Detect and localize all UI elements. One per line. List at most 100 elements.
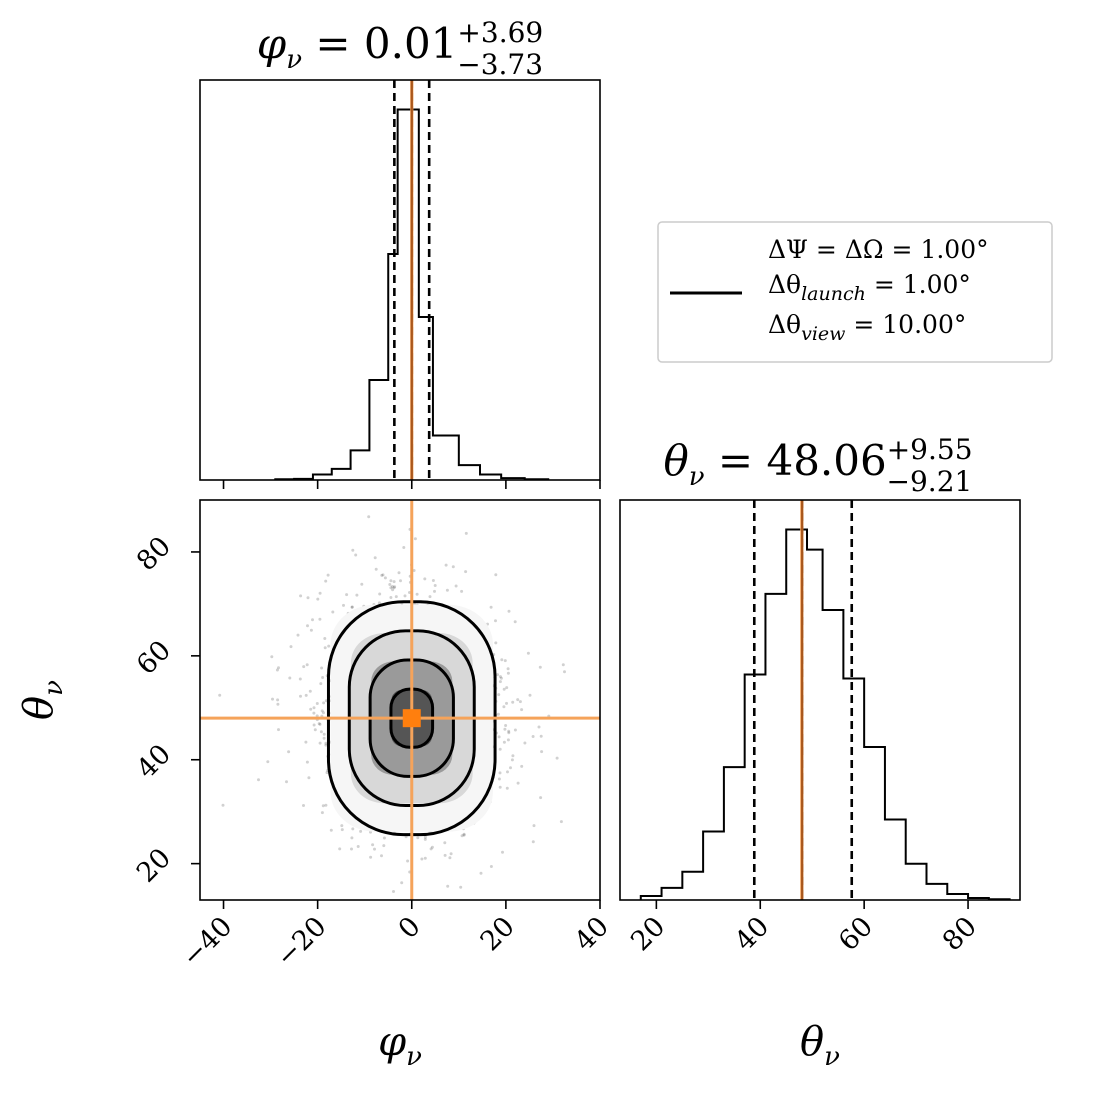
scatter-point bbox=[338, 847, 342, 851]
title-subscript: ν bbox=[286, 45, 302, 75]
scatter-point bbox=[350, 847, 353, 851]
joint-y-axis-label: θν bbox=[16, 680, 69, 720]
legend-text-rest: = 1.00° bbox=[866, 270, 971, 299]
scatter-point bbox=[257, 778, 260, 782]
theta-marginal-x-tick-label: 60 bbox=[833, 911, 879, 957]
scatter-point bbox=[369, 855, 373, 859]
title-upper-error: +3.69 bbox=[457, 16, 543, 49]
scatter-point bbox=[400, 881, 404, 885]
scatter-point bbox=[408, 591, 411, 594]
scatter-point bbox=[444, 563, 448, 567]
scatter-point bbox=[271, 697, 274, 701]
scatter-point bbox=[506, 738, 510, 742]
scatter-point bbox=[494, 573, 498, 577]
axis-subscript: ν bbox=[39, 680, 69, 696]
joint-panel: −40 −20 0 20 40 20 40 60 80 bbox=[131, 435, 615, 973]
scatter-point bbox=[516, 698, 520, 702]
scatter-point bbox=[429, 847, 433, 851]
scatter-point bbox=[497, 735, 501, 739]
scatter-point bbox=[498, 680, 502, 684]
scatter-point bbox=[415, 592, 419, 596]
scatter-point bbox=[501, 850, 504, 854]
scatter-point bbox=[531, 840, 535, 844]
scatter-point bbox=[510, 758, 514, 762]
scatter-point bbox=[416, 836, 420, 840]
scatter-point bbox=[498, 785, 502, 789]
scatter-point bbox=[299, 694, 302, 698]
scatter-point bbox=[420, 857, 424, 861]
scatter-point bbox=[287, 750, 291, 754]
scatter-point bbox=[449, 852, 453, 856]
scatter-point bbox=[323, 637, 327, 640]
scatter-point bbox=[431, 579, 435, 582]
axis-subscript: ν bbox=[406, 1042, 422, 1072]
legend-line-1: ΔΨ = ΔΩ = 1.00° bbox=[768, 235, 989, 264]
scatter-point bbox=[305, 663, 309, 667]
scatter-point bbox=[351, 548, 355, 552]
scatter-point bbox=[276, 702, 280, 706]
scatter-point bbox=[304, 693, 308, 697]
legend-text-main: Δθ bbox=[768, 270, 801, 299]
scatter-point bbox=[309, 707, 313, 711]
scatter-point bbox=[503, 659, 507, 663]
scatter-point bbox=[497, 777, 501, 781]
scatter-point bbox=[423, 837, 427, 841]
scatter-point bbox=[462, 832, 466, 836]
scatter-point bbox=[318, 741, 322, 745]
scatter-point bbox=[537, 725, 541, 729]
scatter-point bbox=[494, 641, 498, 645]
scatter-point bbox=[413, 537, 417, 541]
scatter-point bbox=[388, 583, 392, 586]
scatter-point bbox=[326, 573, 330, 577]
scatter-point bbox=[498, 675, 502, 679]
scatter-point bbox=[421, 435, 424, 438]
scatter-point bbox=[520, 764, 524, 768]
scatter-point bbox=[428, 595, 432, 599]
scatter-point bbox=[317, 722, 321, 726]
legend-subscript: launch bbox=[801, 283, 866, 305]
scatter-point bbox=[298, 677, 302, 681]
scatter-point bbox=[354, 553, 358, 557]
scatter-point bbox=[373, 847, 376, 851]
scatter-point bbox=[502, 687, 506, 691]
phi-marginal-histogram-step bbox=[274, 108, 550, 481]
scatter-point bbox=[373, 556, 377, 560]
scatter-point bbox=[511, 754, 515, 758]
scatter-point bbox=[500, 658, 504, 662]
scatter-point bbox=[392, 586, 396, 590]
scatter-point bbox=[304, 740, 308, 744]
phi-marginal-panel bbox=[199, 79, 601, 489]
scatter-point bbox=[498, 771, 502, 775]
title-upper-error: +9.55 bbox=[887, 433, 973, 466]
scatter-point bbox=[555, 756, 559, 760]
scatter-point bbox=[446, 884, 450, 888]
scatter-point bbox=[309, 628, 313, 632]
scatter-point bbox=[320, 811, 324, 815]
scatter-point bbox=[505, 786, 509, 790]
scatter-point bbox=[506, 671, 510, 675]
scatter-point bbox=[532, 824, 536, 828]
scatter-point bbox=[324, 743, 328, 747]
scatter-point bbox=[389, 596, 393, 599]
legend-subscript: view bbox=[801, 323, 845, 345]
scatter-point bbox=[507, 729, 511, 733]
scatter-point bbox=[340, 824, 344, 828]
scatter-point bbox=[506, 667, 510, 671]
scatter-point bbox=[403, 594, 407, 598]
scatter-point bbox=[489, 865, 493, 868]
scatter-point bbox=[345, 593, 349, 597]
scatter-point bbox=[318, 591, 322, 595]
scatter-point bbox=[360, 582, 364, 586]
scatter-point bbox=[516, 781, 520, 785]
scatter-point bbox=[561, 663, 565, 667]
theta-marginal-x-tick-label: 40 bbox=[729, 911, 775, 957]
legend-line-2: Δθlaunch = 1.00° bbox=[768, 270, 971, 305]
scatter-point bbox=[383, 576, 387, 580]
scatter-point bbox=[322, 701, 326, 705]
scatter-point bbox=[277, 728, 280, 732]
joint-y-tick-label: 80 bbox=[131, 531, 177, 577]
scatter-point bbox=[324, 741, 328, 745]
joint-plot-area bbox=[200, 435, 600, 900]
scatter-point bbox=[312, 711, 316, 715]
